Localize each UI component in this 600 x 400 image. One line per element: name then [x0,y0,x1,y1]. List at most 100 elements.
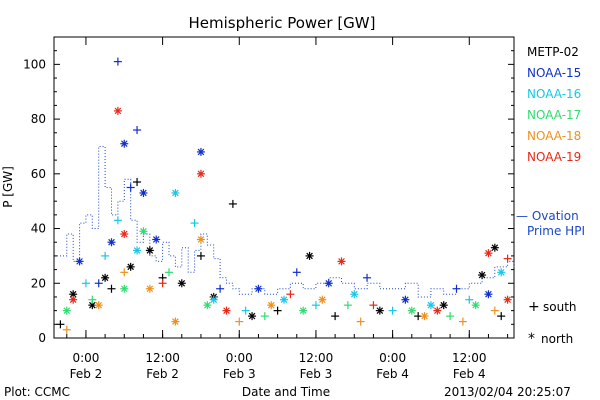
data-point [305,251,314,260]
data-point [478,271,487,280]
data-point [152,235,161,244]
data-point [503,295,512,304]
y-axis-label: P [GW] [1,166,15,208]
data-point [56,320,65,329]
legend-entry: NOAA-17 [527,108,581,122]
data-point [426,301,435,310]
data-point [433,306,442,315]
x-axis: 0:00 Feb 2 12:00 Feb 2 0:00 Feb 3 12:00 Feb 3 0:… [66,37,509,381]
data-point [248,312,257,321]
data-point [88,295,97,304]
y-tick-label: 0 [38,331,46,345]
data-point [452,284,461,293]
data-point [171,188,180,197]
data-point [331,312,340,321]
x-axis-label: Date and Time [242,385,330,399]
x-tick-date-label: Feb 2 [70,367,103,381]
x-tick-time-label: 0:00 [379,351,406,365]
data-point [171,317,180,326]
x-tick-date-label: Feb 3 [223,367,256,381]
data-point [350,290,359,299]
data-point [286,290,295,299]
data-point [196,235,205,244]
data-point [471,301,480,310]
footer-right: 2013/02/04 20:25:07 [444,385,571,399]
marker-symbol-south: + [528,299,540,315]
data-point [145,284,154,293]
data-point [139,188,148,197]
data-point [503,254,512,263]
data-point [145,246,154,255]
legend-entry: NOAA-15 [527,66,581,80]
data-point [126,183,135,192]
data-point [75,257,84,266]
data-point [196,147,205,156]
data-point [222,306,231,315]
data-point [324,279,333,288]
data-point [228,199,237,208]
data-point [446,312,455,321]
x-tick-date-label: Feb 2 [146,367,179,381]
y-tick-label: 60 [31,167,46,181]
marker-legend-south: + south [528,299,577,315]
data-point [113,57,122,66]
legend-entry: NOAA-19 [527,150,581,164]
data-point [113,106,122,115]
x-tick-time-label: 0:00 [72,351,99,365]
data-point [107,238,116,247]
marker-label-north: north [541,332,573,346]
y-tick-label: 80 [31,112,46,126]
data-point [484,249,493,258]
data-point [241,306,250,315]
data-point [401,295,410,304]
data-point [465,295,474,304]
x-tick-date-label: Feb 3 [300,367,333,381]
data-point [113,216,122,225]
data-point [497,312,506,321]
ovation-label-line1: — Ovation [516,209,579,223]
data-point [120,284,129,293]
data-point [273,306,282,315]
data-point [133,246,142,255]
data-point [94,301,103,310]
data-point [126,262,135,271]
data-point [158,279,167,288]
data-point [311,301,320,310]
data-point [318,295,327,304]
marker-symbol-north: * [528,331,535,347]
x-tick-time-label: 12:00 [299,351,334,365]
x-tick-time-label: 0:00 [226,351,253,365]
data-point [343,301,352,310]
ovation-label-line2: Prime HPI [527,224,585,238]
data-points [56,57,512,334]
data-point [62,325,71,334]
data-point [388,306,397,315]
data-point [196,251,205,260]
x-tick-date-label: Feb 4 [376,367,409,381]
legend-entry: NOAA-16 [527,87,581,101]
data-point [69,295,78,304]
data-point [94,279,103,288]
data-point [107,284,116,293]
data-point [196,169,205,178]
y-tick-label: 40 [31,222,46,236]
ovation-hpi-line [54,146,515,298]
data-point [209,295,218,304]
data-point [375,306,384,315]
plot-area: 0 20 40 60 80 100 0:00 Feb 2 12:00 Feb 2 0:00 Feb … [23,36,515,381]
data-point [260,312,269,321]
data-point [280,295,288,304]
data-point [458,317,467,326]
data-point [254,284,263,293]
plot-frame [53,36,515,339]
data-point [484,290,493,299]
data-point [420,312,429,321]
data-point [133,126,142,135]
x-tick-date-label: Feb 4 [453,367,486,381]
data-point [363,273,372,282]
data-point [299,306,308,315]
data-point [139,227,148,236]
x-tick-time-label: 12:00 [145,351,180,365]
data-point [190,219,199,228]
